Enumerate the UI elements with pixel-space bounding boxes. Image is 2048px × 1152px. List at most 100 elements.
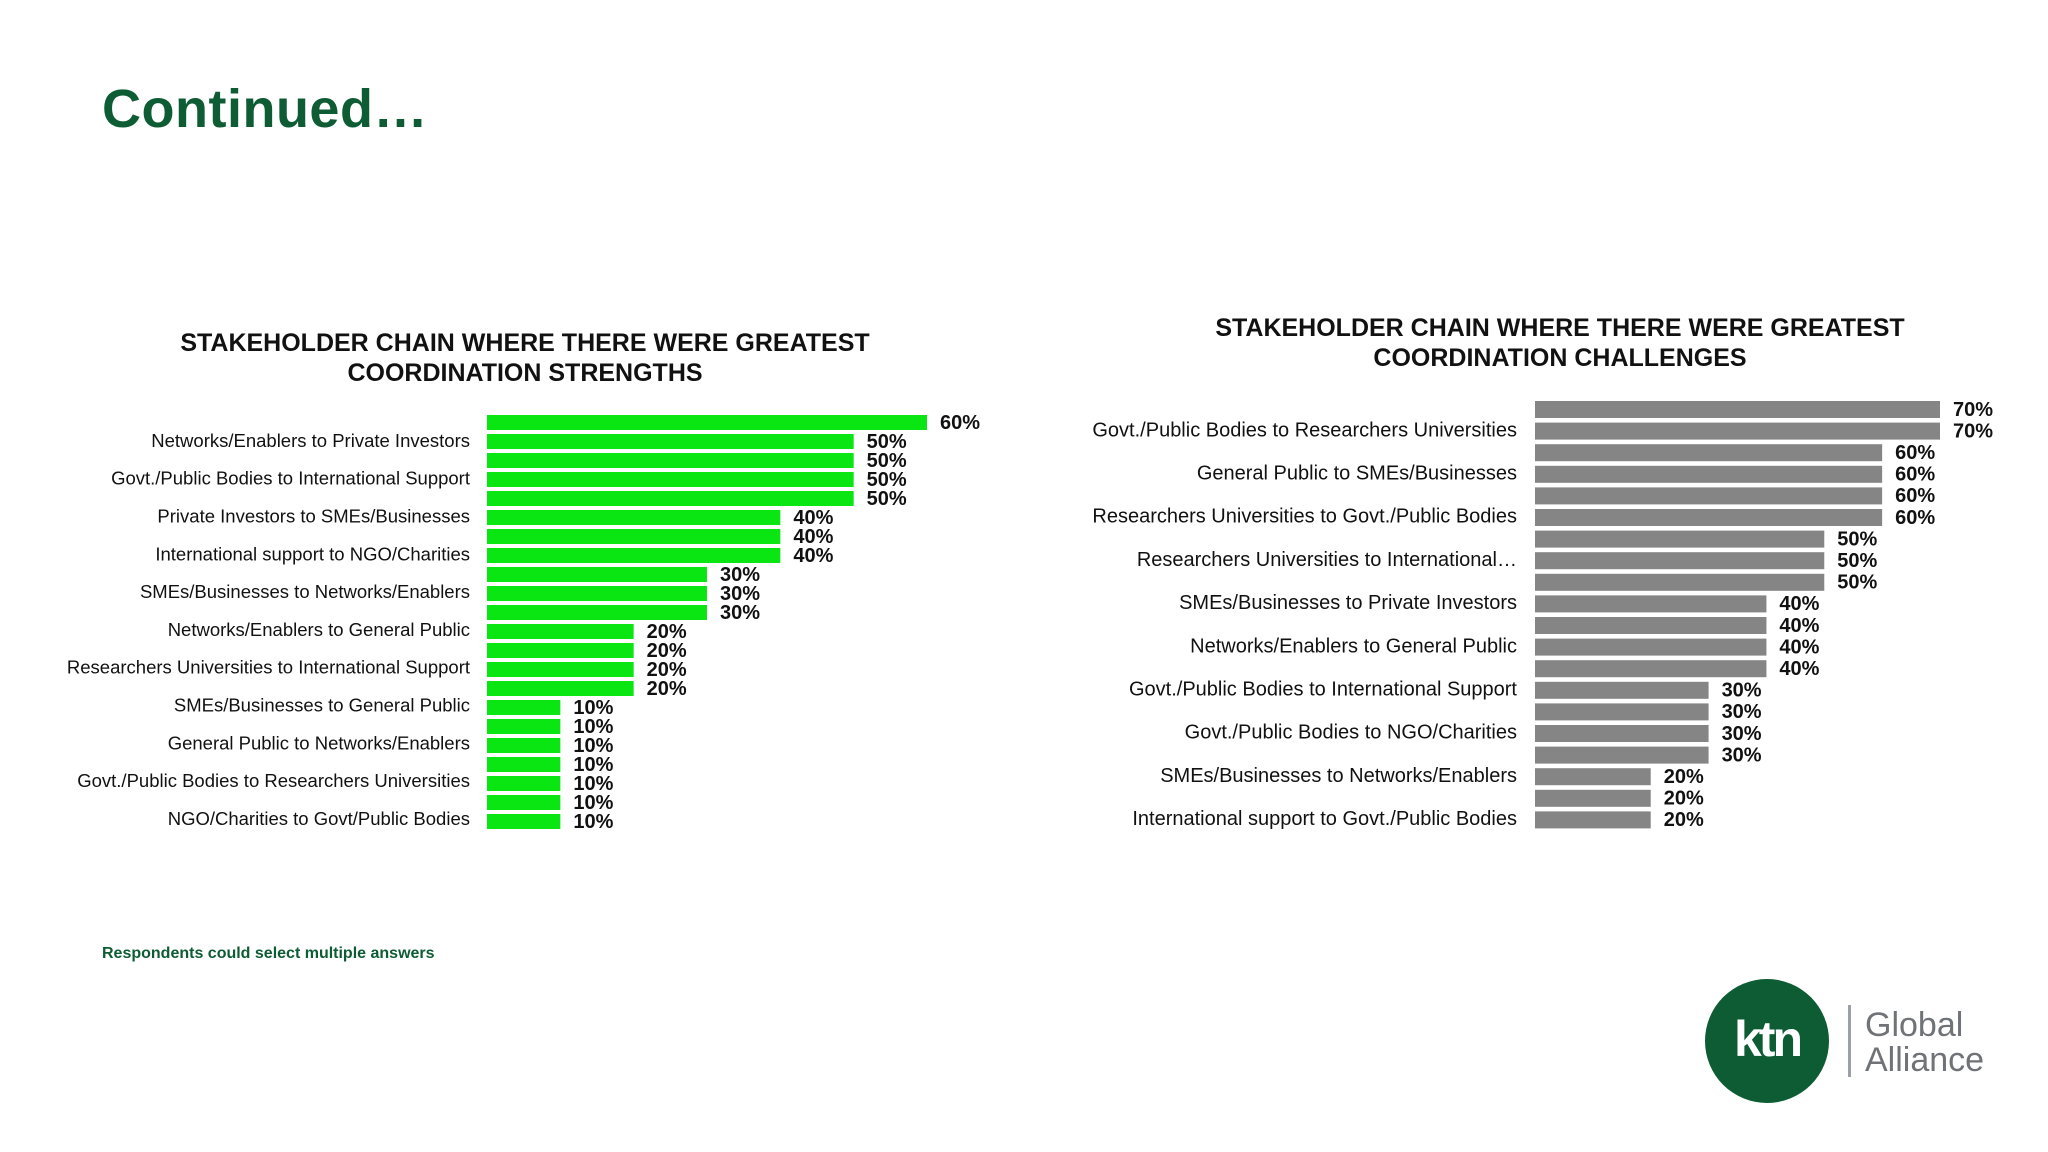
challenges-bar — [1535, 746, 1709, 764]
challenges-value-label: 50% — [1837, 528, 1877, 550]
strengths-bar — [487, 700, 561, 715]
challenges-bar — [1535, 530, 1825, 548]
strengths-bar — [487, 510, 781, 525]
strengths-value-label: 10% — [573, 735, 613, 757]
challenges-bar — [1535, 422, 1940, 440]
strengths-category-label: SMEs/Businesses to General Public — [174, 694, 470, 715]
challenges-bar — [1535, 681, 1709, 699]
strengths-value-label: 20% — [647, 640, 687, 662]
strengths-chart-plot: 60%50%50%50%50%40%40%40%30%30%30%20%20%2… — [67, 412, 980, 833]
strengths-value-label: 50% — [867, 488, 907, 510]
challenges-category-label: Researchers Universities to Internationa… — [1137, 549, 1517, 571]
strengths-bar — [487, 814, 561, 829]
strengths-category-label: SMEs/Businesses to Networks/Enablers — [140, 581, 470, 602]
challenges-value-label: 30% — [1722, 701, 1762, 723]
strengths-value-label: 20% — [647, 678, 687, 700]
strengths-value-label: 40% — [793, 545, 833, 567]
challenges-category-label: Govt./Public Bodies to Researchers Unive… — [1092, 419, 1517, 441]
strengths-bar — [487, 776, 561, 791]
strengths-value-label: 50% — [867, 450, 907, 472]
strengths-bar — [487, 434, 854, 449]
strengths-chart-title-line-2: COORDINATION STRENGTHS — [347, 359, 703, 387]
strengths-value-label: 10% — [573, 773, 613, 795]
strengths-category-label: International support to NGO/Charities — [155, 543, 470, 564]
challenges-value-label: 50% — [1837, 572, 1877, 594]
challenges-category-label: SMEs/Businesses to Networks/Enablers — [1160, 765, 1517, 787]
challenges-bar — [1535, 573, 1825, 591]
ktn-logo-circle: ktn — [1705, 979, 1829, 1103]
challenges-bar — [1535, 509, 1883, 526]
strengths-bar — [487, 719, 561, 734]
logo-divider — [1848, 1005, 1851, 1077]
strengths-category-label: General Public to Networks/Enablers — [168, 732, 470, 753]
challenges-category-label: SMEs/Businesses to Private Investors — [1179, 592, 1517, 614]
challenges-chart-plot: 70%70%60%60%60%60%50%50%50%40%40%40%40%3… — [1092, 399, 1993, 831]
challenges-bar — [1535, 703, 1709, 721]
strengths-value-label: 10% — [573, 697, 613, 719]
strengths-bar — [487, 415, 927, 430]
strengths-bar — [487, 681, 634, 696]
challenges-value-label: 40% — [1779, 658, 1819, 680]
strengths-value-label: 10% — [573, 792, 613, 814]
strengths-chart-title-line-1: STAKEHOLDER CHAIN WHERE THERE WERE GREAT… — [180, 329, 870, 357]
challenges-category-label: General Public to SMEs/Businesses — [1197, 462, 1517, 484]
logo-text-line-1: Global — [1865, 1006, 1964, 1044]
challenges-bar — [1535, 401, 1940, 418]
challenges-value-label: 20% — [1664, 766, 1704, 788]
strengths-bar — [487, 586, 707, 601]
strengths-value-label: 50% — [867, 431, 907, 453]
strengths-chart: STAKEHOLDER CHAIN WHERE THERE WERE GREAT… — [0, 320, 1010, 840]
strengths-bar — [487, 643, 634, 658]
strengths-value-label: 10% — [573, 716, 613, 738]
strengths-bar — [487, 529, 781, 544]
strengths-bar — [487, 491, 854, 506]
challenges-value-label: 50% — [1837, 550, 1877, 572]
challenges-value-label: 20% — [1664, 788, 1704, 810]
strengths-category-label: Researchers Universities to Internationa… — [67, 657, 470, 678]
page-title: Continued… — [102, 79, 428, 139]
challenges-category-label: Govt./Public Bodies to NGO/Charities — [1185, 722, 1517, 744]
challenges-value-label: 30% — [1722, 680, 1762, 702]
strengths-category-label: Private Investors to SMEs/Businesses — [157, 505, 470, 526]
strengths-bar — [487, 795, 561, 810]
challenges-chart: STAKEHOLDER CHAIN WHERE THERE WERE GREAT… — [1030, 305, 2048, 845]
challenges-value-label: 30% — [1722, 744, 1762, 766]
challenges-value-label: 60% — [1895, 442, 1935, 464]
challenges-bar — [1535, 660, 1767, 678]
strengths-value-label: 10% — [573, 754, 613, 776]
strengths-value-label: 20% — [647, 621, 687, 643]
challenges-bar — [1535, 617, 1767, 634]
challenges-chart-title: STAKEHOLDER CHAIN WHERE THERE WERE GREAT… — [1130, 313, 1990, 373]
challenges-bar — [1535, 768, 1651, 786]
challenges-value-label: 30% — [1722, 723, 1762, 745]
strengths-bar — [487, 567, 707, 582]
logo-wordmark: Global Alliance — [1865, 1008, 1984, 1078]
challenges-bar — [1535, 465, 1883, 483]
strengths-bar — [487, 453, 854, 468]
challenges-bar — [1535, 811, 1651, 829]
challenges-chart-title-line-2: COORDINATION CHALLENGES — [1373, 344, 1747, 372]
strengths-value-label: 40% — [793, 507, 833, 529]
challenges-value-label: 60% — [1895, 485, 1935, 507]
strengths-bar — [487, 548, 781, 563]
challenges-value-label: 40% — [1779, 615, 1819, 637]
strengths-bar — [487, 605, 707, 620]
strengths-value-label: 30% — [720, 602, 760, 624]
challenges-bar — [1535, 789, 1651, 807]
challenges-value-label: 60% — [1895, 464, 1935, 486]
challenges-value-label: 70% — [1953, 420, 1993, 442]
challenges-value-label: 60% — [1895, 507, 1935, 529]
ktn-logo-mark: ktn — [1734, 1011, 1803, 1067]
challenges-bar — [1535, 725, 1709, 742]
strengths-category-label: Govt./Public Bodies to International Sup… — [111, 468, 470, 489]
strengths-category-label: Networks/Enablers to General Public — [168, 619, 470, 640]
strengths-value-label: 50% — [867, 469, 907, 491]
footnote: Respondents could select multiple answer… — [102, 945, 435, 962]
challenges-bar — [1535, 638, 1767, 656]
challenges-value-label: 20% — [1664, 809, 1704, 831]
challenges-value-label: 70% — [1953, 399, 1993, 421]
challenges-chart-title-line-1: STAKEHOLDER CHAIN WHERE THERE WERE GREAT… — [1215, 314, 1905, 342]
ktn-global-alliance-logo: ktn Global Alliance — [1705, 978, 2005, 1104]
strengths-value-label: 30% — [720, 564, 760, 586]
challenges-bar — [1535, 487, 1883, 505]
